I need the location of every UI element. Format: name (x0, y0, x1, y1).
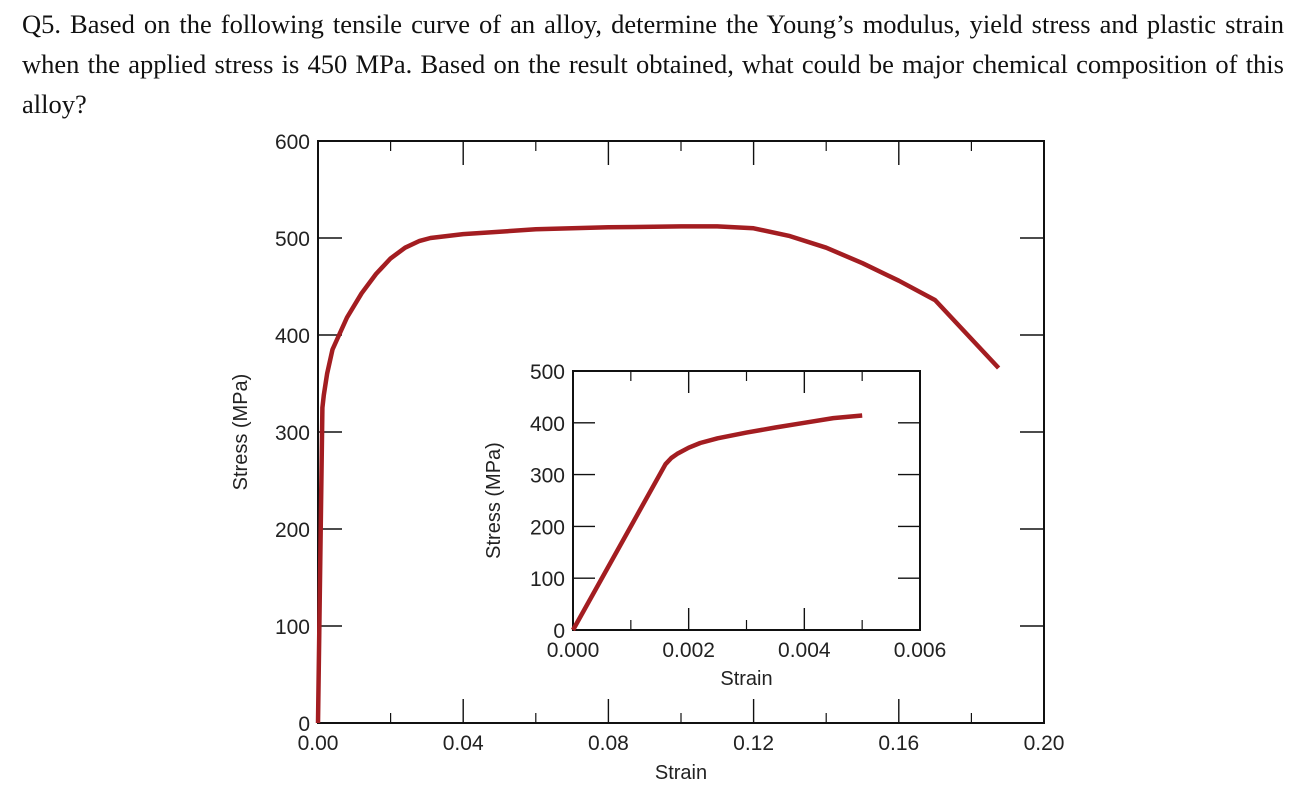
main-y-tick-label: 400 (275, 325, 310, 348)
main-x-tick-label: 0.08 (588, 732, 629, 755)
main-y-tick-label: 300 (275, 422, 310, 445)
inset-plot-frame (572, 370, 921, 631)
inset-x-tick-label: 0.006 (894, 639, 947, 662)
inset-y-tick-label: 200 (530, 516, 565, 539)
main-stress-strain-curve (315, 224, 1001, 724)
main-y-tick-label: 500 (275, 228, 310, 251)
inset-stress-strain-curve (571, 413, 863, 632)
inset-y-tick-label: 100 (530, 568, 565, 591)
main-y-tick-label: 200 (275, 519, 310, 542)
inset-y-tick-label: 500 (530, 361, 565, 384)
inset-x-tick-label: 0.004 (778, 639, 831, 662)
inset-y-tick-label: 300 (530, 465, 565, 488)
main-y-tick-label: 600 (275, 131, 310, 154)
main-x-tick-label: 0.20 (1024, 732, 1065, 755)
main-y-tick-label: 0 (298, 713, 310, 736)
main-x-tick-label: 0.16 (878, 732, 919, 755)
main-x-tick-label: 0.04 (443, 732, 484, 755)
main-x-tick-label: 0.00 (298, 732, 339, 755)
inset-chart-group: 0.000 0.002 0.004 0.006 0 100 200 300 400 500 Stra… (483, 361, 946, 690)
inset-y-axis-label: Stress (MPa) (483, 442, 505, 559)
inset-x-tick-label: 0.000 (547, 639, 600, 662)
question-text: Q5. Based on the following tensile curve… (22, 9, 1284, 119)
main-x-tick-label: 0.12 (733, 732, 774, 755)
inset-y-tick-label: 0 (553, 620, 565, 643)
main-y-tick-label: 100 (275, 616, 310, 639)
inset-x-tick-label: 0.002 (662, 639, 715, 662)
main-x-axis-label: Strain (655, 762, 707, 784)
inset-y-tick-label: 400 (530, 413, 565, 436)
inset-x-axis-label: Strain (720, 668, 772, 690)
main-y-axis-label: Stress (MPa) (230, 374, 252, 491)
